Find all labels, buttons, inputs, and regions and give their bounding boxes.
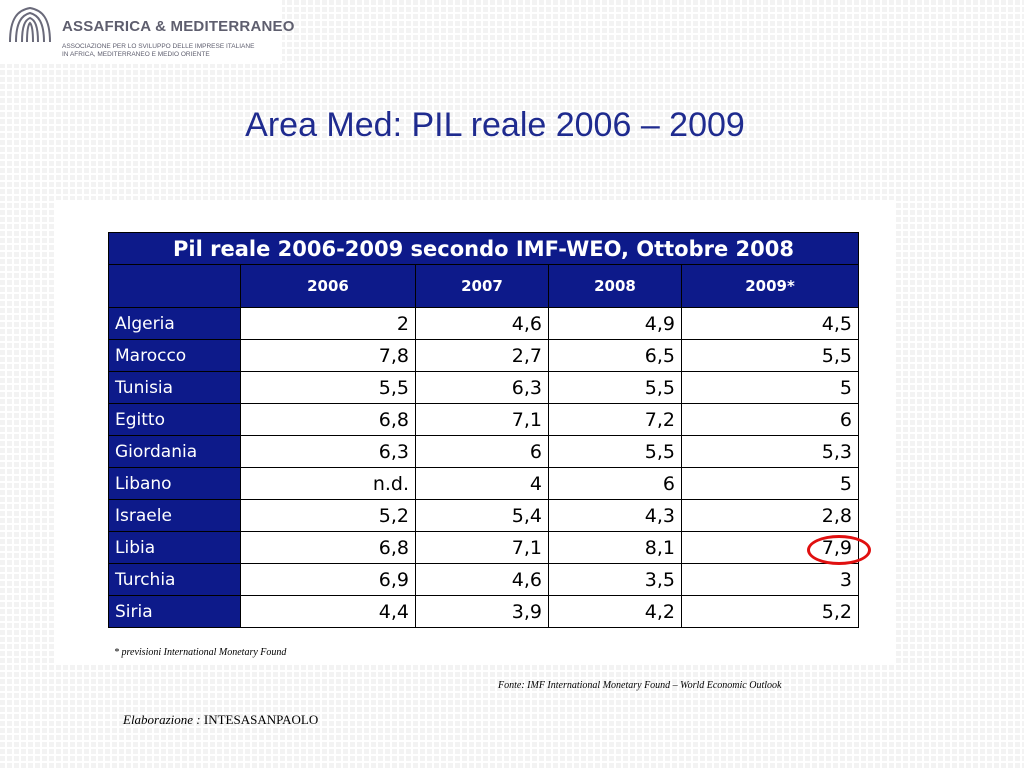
value-cell: 2 [240,307,416,340]
value-cell: 4,6 [415,307,549,340]
forecast-note: * previsioni International Monetary Foun… [114,647,287,658]
value-cell: n.d. [240,467,416,500]
value-cell: 5,2 [681,595,859,628]
value-cell: 4,3 [548,499,682,532]
value-cell: 5,5 [240,371,416,404]
country-cell: Libia [108,531,241,564]
logo-subtitle-line1: ASSOCIAZIONE PER LO SVILUPPO DELLE IMPRE… [62,43,255,50]
value-cell: 6,3 [415,371,549,404]
assafrica-logo-icon [9,6,51,43]
header-year-2009: 2009* [681,264,859,308]
gdp-table: Pil reale 2006-2009 secondo IMF-WEO, Ott… [108,232,859,628]
country-cell: Siria [108,595,241,628]
country-cell: Libano [108,467,241,500]
value-cell: 5,5 [548,435,682,468]
table-row: Libano n.d. 4 6 5 [108,467,859,500]
value-cell: 5,5 [681,339,859,372]
header-corner [108,264,241,308]
value-cell: 4 [415,467,549,500]
value-cell: 6,9 [240,563,416,596]
source-note: Fonte: IMF International Monetary Found … [498,680,782,691]
logo-subtitle: ASSOCIAZIONE PER LO SVILUPPO DELLE IMPRE… [62,43,254,58]
logo: ASSAFRICA & MEDITERRANEO ASSOCIAZIONE PE… [0,0,294,64]
value-cell: 6 [415,435,549,468]
value-cell: 5 [681,467,859,500]
value-cell: 8,1 [548,531,682,564]
table-panel: Pil reale 2006-2009 secondo IMF-WEO, Ott… [56,200,896,664]
credit-label: Elaborazione : [123,712,201,727]
value-cell: 6 [681,403,859,436]
table-row: Siria 4,4 3,9 4,2 5,2 [108,595,859,628]
table-body: Algeria 2 4,6 4,9 4,5 Marocco 7,8 2,7 6,5 5,5 Tuni… [108,307,859,628]
header-year-2007: 2007 [415,264,549,308]
table-row: Algeria 2 4,6 4,9 4,5 [108,307,859,340]
table-row: Libia 6,8 7,1 8,1 7,9 [108,531,859,564]
value-cell: 6,8 [240,403,416,436]
value-cell: 3 [681,563,859,596]
country-cell: Algeria [108,307,241,340]
value-cell: 6,3 [240,435,416,468]
country-cell: Marocco [108,339,241,372]
value-cell: 2,7 [415,339,549,372]
table-row: Israele 5,2 5,4 4,3 2,8 [108,499,859,532]
credit-line: Elaborazione : INTESASANPAOLO [123,712,318,728]
value-cell: 7,1 [415,531,549,564]
value-cell: 2,8 [681,499,859,532]
table-caption-row: Pil reale 2006-2009 secondo IMF-WEO, Ott… [108,232,859,265]
table-row: Egitto 6,8 7,1 7,2 6 [108,403,859,436]
country-cell: Israele [108,499,241,532]
logo-subtitle-line2: IN AFRICA, MEDITERRANEO E MEDIO ORIENTE [62,50,210,58]
value-cell: 6 [548,467,682,500]
value-cell: 5,5 [548,371,682,404]
table-row: Turchia 6,9 4,6 3,5 3 [108,563,859,596]
value-cell: 4,9 [548,307,682,340]
value-cell: 6,8 [240,531,416,564]
country-cell: Turchia [108,563,241,596]
table-caption: Pil reale 2006-2009 secondo IMF-WEO, Ott… [108,232,859,265]
table-header-row: 2006 2007 2008 2009* [108,264,859,308]
value-cell: 5,4 [415,499,549,532]
header-year-2006: 2006 [240,264,416,308]
logo-name: ASSAFRICA & MEDITERRANEO [62,18,295,35]
country-cell: Tunisia [108,371,241,404]
credit-org: INTESASANPAOLO [203,712,319,727]
table-row: Giordania 6,3 6 5,5 5,3 [108,435,859,468]
country-cell: Giordania [108,435,241,468]
slide-title: Area Med: PIL reale 2006 – 2009 [245,106,745,144]
value-cell: 3,9 [415,595,549,628]
value-cell: 4,6 [415,563,549,596]
value-cell: 7,1 [415,403,549,436]
value-cell: 7,2 [548,403,682,436]
value-cell: 6,5 [548,339,682,372]
value-cell: 5,2 [240,499,416,532]
value-cell: 4,5 [681,307,859,340]
value-cell: 5,3 [681,435,859,468]
value-cell: 7,9 [681,531,859,564]
value-cell: 4,2 [548,595,682,628]
value-cell: 4,4 [240,595,416,628]
value-cell: 7,8 [240,339,416,372]
header-year-2008: 2008 [548,264,682,308]
table-row: Tunisia 5,5 6,3 5,5 5 [108,371,859,404]
country-cell: Egitto [108,403,241,436]
value-cell: 3,5 [548,563,682,596]
value-cell: 5 [681,371,859,404]
table-row: Marocco 7,8 2,7 6,5 5,5 [108,339,859,372]
